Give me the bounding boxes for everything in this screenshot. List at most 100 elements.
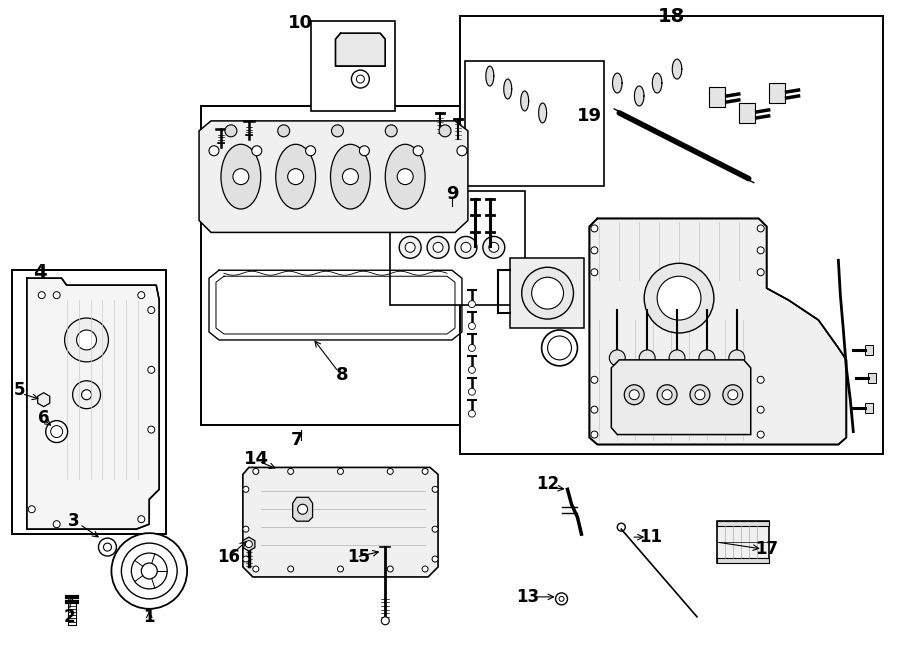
Circle shape [400,237,421,258]
Circle shape [617,524,626,531]
Bar [739,103,755,123]
Circle shape [298,504,308,514]
Circle shape [331,125,344,137]
Circle shape [729,350,745,366]
Polygon shape [243,537,255,551]
Circle shape [591,406,598,413]
Circle shape [253,469,259,475]
Polygon shape [613,73,622,93]
Circle shape [489,243,499,253]
Circle shape [76,330,96,350]
Text: 9: 9 [446,184,458,202]
Text: 4: 4 [33,262,47,282]
Circle shape [439,125,451,137]
Circle shape [40,396,47,403]
Circle shape [468,366,475,373]
Text: 19: 19 [577,107,602,125]
Text: 6: 6 [38,408,50,426]
Circle shape [385,125,397,137]
Circle shape [405,243,415,253]
Circle shape [757,431,764,438]
Bar [868,373,877,383]
Circle shape [547,336,572,360]
Circle shape [252,146,262,156]
Bar [865,345,873,355]
Circle shape [387,469,393,475]
Bar [717,558,769,563]
Polygon shape [634,86,644,106]
Circle shape [699,350,715,366]
Circle shape [413,146,423,156]
Text: 2: 2 [64,608,76,626]
Circle shape [625,385,644,405]
Polygon shape [504,79,512,99]
Bar [201,106,480,424]
Bar [12,270,166,534]
Ellipse shape [221,144,261,209]
Circle shape [757,406,764,413]
Circle shape [243,526,248,532]
Polygon shape [336,33,385,66]
Text: 8: 8 [336,366,349,384]
Circle shape [243,486,248,492]
Text: 3: 3 [68,512,79,530]
Circle shape [225,125,237,137]
Circle shape [455,237,477,258]
Circle shape [457,146,467,156]
Circle shape [53,292,60,299]
Circle shape [131,553,167,589]
Circle shape [422,566,428,572]
Circle shape [382,617,390,625]
Circle shape [50,426,63,438]
Ellipse shape [330,144,370,209]
Circle shape [138,292,145,299]
Text: 15: 15 [346,548,370,566]
Text: 14: 14 [244,450,269,469]
Circle shape [757,269,764,276]
Text: 11: 11 [640,528,662,546]
Bar [310,21,395,111]
Circle shape [591,247,598,254]
Circle shape [359,146,369,156]
Ellipse shape [385,144,425,209]
Circle shape [629,390,639,400]
Circle shape [542,330,578,366]
Circle shape [468,323,475,329]
Circle shape [338,469,344,475]
Circle shape [104,543,112,551]
Bar [865,403,873,412]
Polygon shape [199,121,468,233]
Bar [509,258,584,328]
Circle shape [428,237,449,258]
Circle shape [122,543,177,599]
Circle shape [112,533,187,609]
Polygon shape [652,73,662,93]
Circle shape [639,350,655,366]
Bar [465,61,604,186]
Circle shape [356,75,365,83]
Circle shape [148,307,155,313]
Circle shape [73,381,101,408]
Circle shape [243,556,248,562]
Circle shape [209,146,219,156]
Circle shape [609,350,626,366]
Circle shape [669,350,685,366]
Polygon shape [243,467,438,577]
Circle shape [82,390,92,400]
Circle shape [233,169,248,184]
Text: 5: 5 [14,381,25,399]
Circle shape [148,366,155,373]
Bar [717,521,769,526]
Polygon shape [292,497,312,521]
Text: 17: 17 [755,540,778,558]
Circle shape [591,269,598,276]
Circle shape [422,469,428,475]
Polygon shape [27,278,159,529]
Polygon shape [38,393,50,407]
Circle shape [483,237,505,258]
Circle shape [432,486,438,492]
Circle shape [98,538,116,556]
Circle shape [306,146,316,156]
Polygon shape [672,59,682,79]
Polygon shape [486,66,494,86]
